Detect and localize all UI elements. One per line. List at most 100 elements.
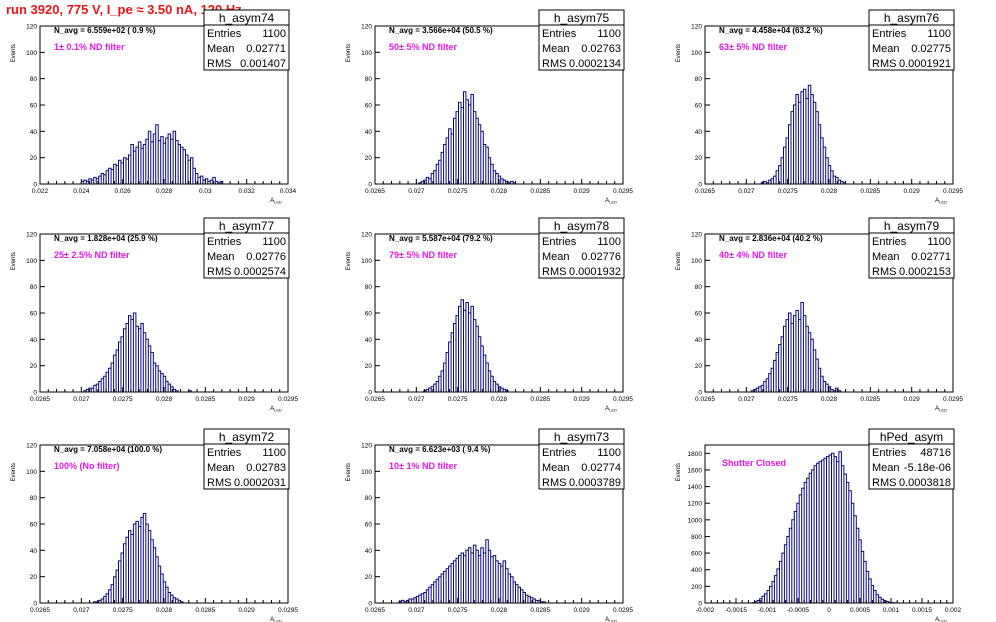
x-tick-label: 0.0265 (695, 188, 715, 195)
x-axis-title: ALED (605, 198, 617, 205)
y-tick-label: 0 (368, 601, 372, 608)
y-axis-title: Events (346, 463, 352, 481)
x-tick-label: 0.0005 (850, 607, 870, 614)
x-tick-label: 0.0295 (943, 188, 963, 195)
y-tick-label: 60 (695, 311, 703, 318)
y-tick-label: 0 (33, 182, 37, 189)
y-tick-label: 40 (365, 129, 373, 136)
stats-value-mean: 0.02771 (911, 251, 951, 263)
x-tick-label: 0.027 (738, 396, 755, 403)
stats-label-rms: RMS (872, 266, 896, 278)
stats-box (538, 9, 625, 71)
x-tick-label: 0.001 (883, 607, 900, 614)
x-tick-label: 0.0015 (912, 607, 932, 614)
x-tick-label: 0.029 (904, 188, 921, 195)
x-axis-title: ALED (935, 406, 947, 413)
y-tick-label: 60 (30, 311, 38, 318)
stats-label-rms: RMS (872, 58, 896, 70)
stats-value-mean: 0.02776 (246, 251, 286, 263)
x-tick-label: 0.0295 (613, 188, 633, 195)
navg-label: N_avg = 5.587e+04 (79.2 %) (389, 234, 493, 243)
x-tick-label: 0.0275 (113, 396, 133, 403)
histogram-bars (418, 91, 516, 184)
y-tick-label: 100 (361, 258, 372, 265)
x-tick-label: 0.028 (821, 188, 838, 195)
histogram-panel-h_asym74: 0.022 0.024 0.026 0.028 0.03 0.032 0.034 0 20 40 6… (11, 9, 297, 205)
y-tick-label: 400 (691, 567, 702, 574)
stats-box (538, 217, 625, 279)
stats-title: h_asym74 (219, 11, 275, 25)
y-tick-label: 100 (26, 469, 37, 476)
x-tick-label: 0.0295 (278, 396, 298, 403)
stats-value-rms: 0.0002153 (899, 266, 951, 278)
stats-value-entries: 1100 (927, 28, 951, 40)
histogram-panel-h_asym78: 0.0265 0.027 0.0275 0.028 0.0285 0.029 0.0295 0… (346, 217, 633, 413)
stats-label-entries: Entries (207, 28, 242, 40)
stats-label-rms: RMS (207, 266, 231, 278)
stats-box (203, 217, 290, 279)
stats-value-rms: 0.0002574 (234, 266, 286, 278)
stats-label-entries: Entries (872, 236, 907, 248)
y-tick-label: 60 (365, 522, 373, 529)
y-axis-title: Events (346, 44, 352, 62)
stats-value-rms: 0.0003818 (899, 477, 951, 489)
y-tick-label: 120 (361, 24, 372, 31)
x-axis-title: ALED (935, 617, 947, 622)
x-tick-label: 0.027 (73, 396, 90, 403)
stats-title: h_asym77 (219, 219, 275, 233)
stats-value-mean: 0.02783 (246, 462, 286, 474)
x-tick-label: 0.027 (408, 188, 425, 195)
filter-label: 50± 5% ND filter (389, 42, 457, 52)
y-tick-label: 100 (26, 258, 37, 265)
y-tick-label: 1400 (688, 484, 703, 491)
x-tick-label: -0.002 (696, 607, 715, 614)
stats-label-mean: Mean (542, 43, 570, 55)
stats-value-entries: 1100 (597, 447, 621, 459)
x-tick-label: 0.027 (408, 607, 425, 614)
x-tick-label: -0.001 (758, 607, 777, 614)
y-tick-label: 40 (30, 337, 38, 344)
y-tick-label: 80 (30, 495, 38, 502)
filter-label: 10± 1% ND filter (389, 461, 457, 471)
x-tick-label: 0.028 (491, 396, 508, 403)
x-tick-label: 0.028 (491, 188, 508, 195)
navg-label: N_avg = 6.623e+03 ( 9.4 %) (389, 445, 491, 454)
stats-value-rms: 0.0002031 (234, 477, 286, 489)
y-tick-label: 40 (695, 129, 703, 136)
filter-label: 63± 5% ND filter (719, 42, 787, 52)
navg-label: N_avg = 4.458e+04 (63.2 %) (719, 26, 823, 35)
x-tick-label: 0.0265 (365, 188, 385, 195)
stats-label-entries: Entries (207, 447, 242, 459)
stats-label-mean: Mean (542, 462, 570, 474)
histogram-bars (423, 299, 509, 392)
stats-value-entries: 48716 (920, 447, 951, 459)
y-tick-label: 0 (698, 390, 702, 397)
y-tick-label: 60 (30, 522, 38, 529)
stats-value-entries: 1100 (262, 447, 286, 459)
y-tick-label: 0 (698, 601, 702, 608)
stats-title: h_asym75 (554, 11, 610, 25)
y-tick-label: 120 (691, 232, 702, 239)
x-tick-label: 0.0285 (195, 396, 215, 403)
x-tick-label: 0.029 (574, 607, 591, 614)
histogram-bars (760, 84, 846, 184)
y-tick-label: 120 (691, 24, 702, 31)
navg-label: N_avg = 1.828e+04 (25.9 %) (54, 234, 158, 243)
x-tick-label: 0.024 (73, 188, 90, 195)
y-tick-label: 20 (695, 155, 703, 162)
y-tick-label: 80 (365, 76, 373, 83)
stats-box (868, 217, 955, 279)
x-axis-title: ALED (270, 617, 282, 622)
stats-value-entries: 1100 (597, 28, 621, 40)
x-axis-title: ALED (605, 617, 617, 622)
y-tick-label: 80 (365, 284, 373, 291)
histogram-panel-h_asym72: 0.0265 0.027 0.0275 0.028 0.0285 0.029 0.0295 0… (11, 428, 298, 622)
x-tick-label: 0.0285 (860, 396, 880, 403)
y-tick-label: 20 (365, 155, 373, 162)
stats-value-entries: 1100 (262, 236, 286, 248)
y-tick-label: 60 (695, 103, 703, 110)
stats-label-entries: Entries (872, 28, 907, 40)
stats-box (203, 9, 290, 71)
histogram-bars (398, 539, 546, 603)
y-tick-label: 100 (361, 469, 372, 476)
